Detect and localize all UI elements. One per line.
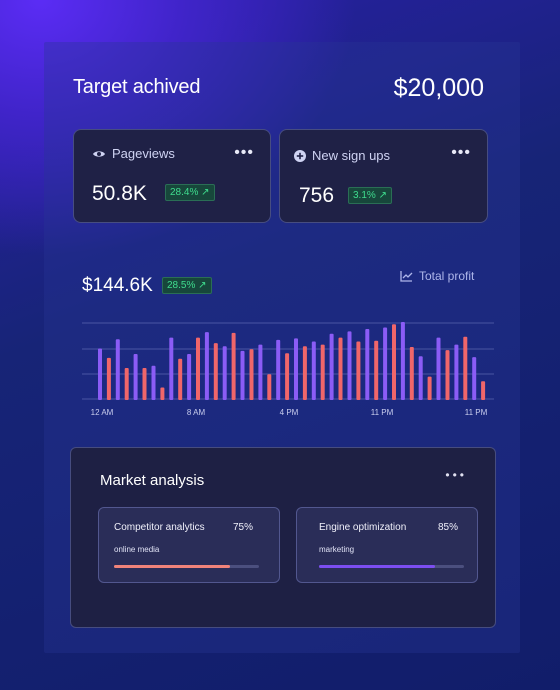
trend-chart-icon: [400, 270, 413, 282]
chart-bar: [213, 343, 218, 400]
competitor-analytics-progress-fill: [114, 565, 230, 568]
chart-bar: [302, 346, 307, 400]
chart-bar: [196, 337, 200, 400]
chart-bar: [409, 347, 414, 400]
total-profit-value: $144.6K: [82, 275, 153, 296]
signups-card[interactable]: New sign ups ••• 756 3.1% ↗: [279, 129, 488, 223]
engine-optimization-card[interactable]: Engine optimization 85% marketing: [296, 507, 478, 583]
chart-bar: [418, 356, 423, 400]
signups-more-button[interactable]: •••: [451, 144, 471, 161]
x-tick-label: 8 AM: [187, 408, 206, 417]
chart-bar: [133, 354, 138, 400]
chart-bar: [231, 332, 236, 400]
competitor-analytics-name: Competitor analytics: [114, 522, 205, 533]
chart-bar: [285, 353, 290, 400]
plus-circle-icon: [294, 149, 306, 162]
signups-label-row: New sign ups: [294, 148, 390, 163]
chart-bar: [374, 340, 379, 400]
total-profit-legend[interactable]: Total profit: [400, 269, 474, 283]
chart-bar: [249, 349, 254, 400]
total-profit-legend-label: Total profit: [419, 269, 475, 283]
chart-bar: [142, 368, 147, 400]
chart-bar: [463, 336, 468, 400]
chart-bar: [267, 374, 272, 400]
chart-bar: [383, 327, 388, 400]
chart-bar: [276, 339, 281, 400]
chart-bar: [160, 387, 165, 400]
competitor-analytics-percent: 75%: [232, 522, 253, 533]
chart-bar: [98, 348, 102, 400]
engine-optimization-progress-track: [319, 565, 464, 568]
pageviews-label: Pageviews: [112, 146, 175, 161]
chart-bar: [204, 332, 209, 400]
chart-bar: [454, 344, 459, 400]
chart-bar: [106, 357, 111, 400]
chart-bar: [151, 365, 156, 400]
signups-label: New sign ups: [312, 148, 391, 163]
chart-bar: [258, 344, 263, 400]
pageviews-label-row: Pageviews: [92, 146, 175, 161]
chart-bar: [356, 341, 361, 400]
x-tick-label: 11 PM: [465, 408, 488, 417]
x-tick-label: 4 PM: [280, 408, 299, 417]
chart-bar: [124, 368, 129, 400]
chart-bar: [445, 350, 450, 400]
x-tick-label: 12 AM: [91, 408, 114, 417]
target-amount: $20,000: [393, 74, 484, 102]
market-analysis-card: Market analysis ••• Competitor analytics…: [70, 447, 496, 628]
chart-bar: [400, 322, 405, 400]
pageviews-value: 50.8K: [92, 182, 147, 205]
chart-bar: [472, 357, 477, 400]
pageviews-card[interactable]: Pageviews ••• 50.8K 28.4% ↗: [73, 129, 271, 223]
chart-bar: [115, 339, 120, 400]
chart-bar: [329, 333, 334, 400]
chart-bar: [392, 324, 396, 400]
chart-bar: [311, 341, 316, 400]
profit-change-badge: 28.5% ↗: [162, 277, 212, 294]
pageviews-change-badge: 28.4% ↗: [165, 184, 215, 201]
signups-value: 756: [299, 184, 335, 207]
chart-bar: [427, 376, 432, 400]
chart-bar: [338, 337, 343, 400]
market-analysis-title: Market analysis: [100, 472, 205, 489]
pageviews-more-button[interactable]: •••: [234, 144, 254, 161]
chart-bar: [222, 346, 227, 400]
x-tick-label: 11 PM: [371, 408, 394, 417]
competitor-analytics-tag: online media: [114, 545, 160, 554]
engine-optimization-progress-fill: [319, 565, 435, 568]
chart-bar: [436, 337, 441, 400]
chart-bar: [178, 358, 183, 400]
engine-optimization-percent: 85%: [437, 522, 458, 533]
signups-change-badge: 3.1% ↗: [348, 187, 392, 204]
market-more-button[interactable]: •••: [445, 468, 467, 482]
chart-bar: [169, 337, 174, 400]
chart-bar: [481, 381, 486, 400]
profit-bar-chart: 12 AM 8 AM 4 PM 11 PM 11 PM: [82, 322, 494, 417]
chart-bar: [365, 329, 370, 400]
chart-bar: [240, 350, 245, 400]
competitor-analytics-card[interactable]: Competitor analytics 75% online media: [98, 507, 280, 583]
chart-bar: [320, 344, 325, 400]
chart-bar: [294, 338, 298, 400]
eye-icon: [93, 150, 105, 157]
competitor-analytics-progress-track: [114, 565, 259, 568]
engine-optimization-name: Engine optimization: [319, 522, 407, 533]
engine-optimization-tag: marketing: [319, 545, 355, 554]
chart-bar: [187, 354, 192, 400]
chart-bar: [347, 331, 352, 400]
page-title: Target achived: [73, 76, 201, 98]
